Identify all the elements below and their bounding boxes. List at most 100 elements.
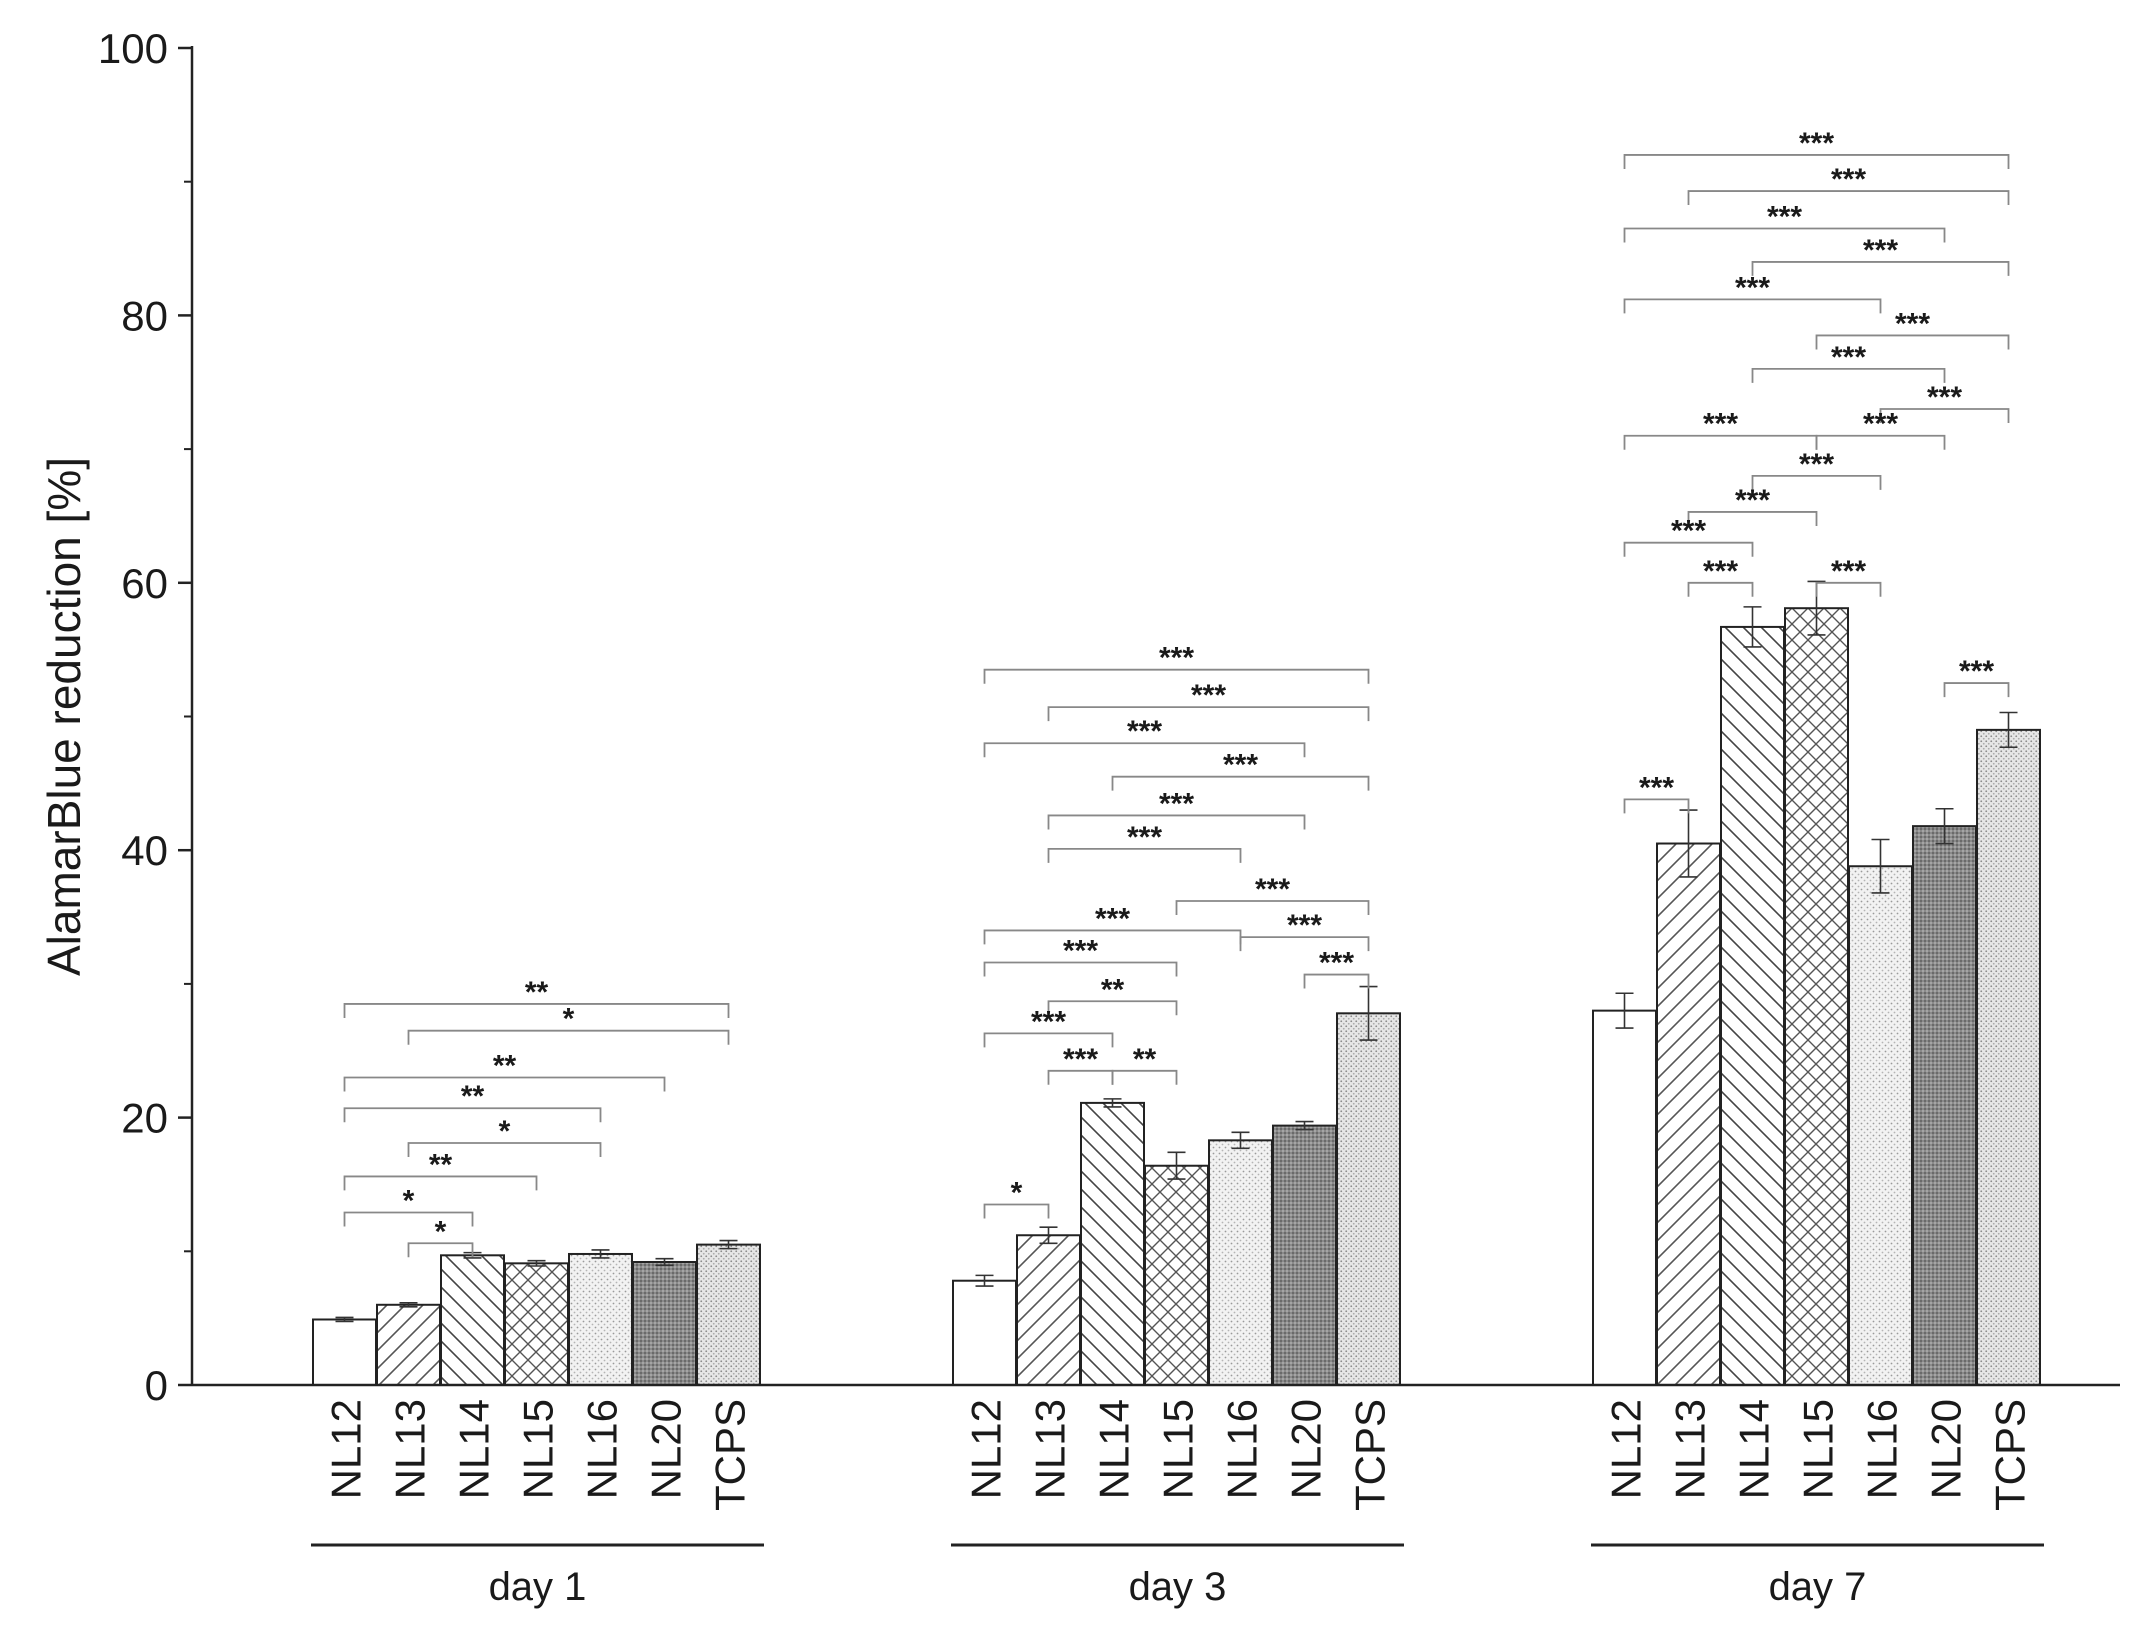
significance-label: *** <box>1735 484 1770 517</box>
x-tick-label: NL16 <box>1219 1399 1266 1499</box>
significance-label: * <box>1011 1177 1023 1210</box>
significance-bracket <box>407 1142 602 1157</box>
significance-bracket <box>1687 190 2010 206</box>
group-label: day 3 <box>1129 1565 1227 1609</box>
significance-label: *** <box>1927 381 1962 414</box>
bar-day3-nl16 <box>1208 1139 1273 1386</box>
significance-bracket <box>1111 775 1370 791</box>
significance-label: *** <box>1319 947 1354 980</box>
significance-bracket <box>983 742 1306 758</box>
significance-bracket <box>1815 434 1946 450</box>
y-tick-label: 100 <box>98 25 168 72</box>
significance-bracket <box>343 1211 474 1227</box>
y-tick-label: 80 <box>121 292 168 339</box>
bar-day7-nl16 <box>1848 865 1913 1386</box>
x-tick-label: NL20 <box>1923 1399 1970 1499</box>
significance-label: *** <box>1863 408 1898 441</box>
bar-day3-nl20 <box>1272 1124 1337 1386</box>
bar-day7-nl14 <box>1720 625 1785 1386</box>
bar-day1-nl14 <box>440 1254 505 1387</box>
significance-bracket <box>1623 541 1754 557</box>
significance-bracket <box>1687 581 1754 597</box>
bar-day3-nl14 <box>1080 1101 1145 1386</box>
x-tick-label: NL20 <box>643 1399 690 1499</box>
x-tick-label: NL14 <box>451 1399 498 1499</box>
significance-label: *** <box>1831 163 1866 196</box>
bar-day3-nl12 <box>952 1279 1017 1386</box>
y-tick-label: 20 <box>121 1095 168 1142</box>
x-tick-label: NL13 <box>387 1399 434 1499</box>
significance-bracket <box>1047 1000 1178 1016</box>
significance-label: * <box>435 1215 447 1248</box>
bar-day1-nl20 <box>632 1260 697 1386</box>
significance-label: *** <box>1159 787 1194 820</box>
significance-bracket <box>1815 334 2010 350</box>
significance-bracket <box>343 1076 666 1092</box>
significance-label: *** <box>1735 271 1770 304</box>
significance-label: ** <box>429 1148 453 1181</box>
significance-bracket <box>1943 682 2010 698</box>
significance-label: *** <box>1159 642 1194 675</box>
significance-bracket <box>407 1029 730 1045</box>
bar-day7-tcps <box>1976 728 2041 1386</box>
significance-label: *** <box>1063 1043 1098 1076</box>
significance-bracket <box>1239 936 1370 952</box>
bar-day7-nl20 <box>1912 825 1977 1386</box>
bar-day7-nl15 <box>1784 607 1849 1386</box>
bar-day1-nl16 <box>568 1252 633 1386</box>
significance-bracket <box>1047 847 1242 863</box>
bar-day1-nl15 <box>504 1262 569 1387</box>
x-tick-label: NL15 <box>1155 1399 1202 1499</box>
significance-bracket <box>983 961 1178 977</box>
x-tick-label: NL15 <box>1795 1399 1842 1499</box>
x-tick-label: NL12 <box>1603 1399 1650 1499</box>
x-tick-label: NL16 <box>1859 1399 1906 1499</box>
significance-bracket <box>1751 367 1946 383</box>
significance-bracket <box>1623 798 1690 814</box>
y-tick-label: 0 <box>145 1362 168 1409</box>
significance-bracket <box>343 1175 538 1191</box>
x-tick-label: NL15 <box>515 1399 562 1499</box>
significance-bracket <box>983 1032 1114 1048</box>
significance-bracket <box>1751 474 1882 490</box>
significance-bracket <box>1815 581 1882 597</box>
x-tick-label: NL20 <box>1283 1399 1330 1499</box>
group-label: day 1 <box>489 1565 587 1609</box>
bar-day1-nl13 <box>376 1303 441 1387</box>
significance-label: ** <box>1101 973 1125 1006</box>
significance-bracket <box>343 1003 730 1018</box>
bar-day7-nl13 <box>1656 842 1721 1386</box>
significance-label: *** <box>1127 715 1162 748</box>
significance-label: *** <box>1863 234 1898 267</box>
significance-bracket <box>1623 227 1946 243</box>
significance-label: *** <box>1287 909 1322 942</box>
significance-bracket <box>1111 1069 1178 1085</box>
bar-day7-nl12 <box>1592 1009 1657 1386</box>
significance-label: ** <box>461 1080 485 1113</box>
significance-label: *** <box>1895 307 1930 340</box>
significance-label: ** <box>493 1049 517 1082</box>
significance-label: *** <box>1799 127 1834 160</box>
significance-label: * <box>499 1115 511 1148</box>
significance-label: *** <box>1095 902 1130 935</box>
x-tick-label: TCPS <box>1347 1399 1394 1511</box>
x-tick-label: NL12 <box>963 1399 1010 1499</box>
significance-label: * <box>563 1003 575 1036</box>
x-tick-label: TCPS <box>707 1399 754 1511</box>
significance-label: *** <box>1831 341 1866 374</box>
significance-label: *** <box>1639 771 1674 804</box>
y-tick-label: 60 <box>121 560 168 607</box>
bar-day1-nl12 <box>312 1318 377 1387</box>
bar-day3-nl13 <box>1016 1234 1081 1386</box>
significance-bracket <box>983 1203 1050 1219</box>
significance-bracket <box>1175 900 1370 916</box>
significance-bracket <box>1623 298 1882 314</box>
significance-label: *** <box>1703 408 1738 441</box>
significance-label: *** <box>1255 873 1290 906</box>
x-tick-label: NL13 <box>1667 1399 1714 1499</box>
significance-label: *** <box>1831 555 1866 588</box>
significance-label: *** <box>1703 555 1738 588</box>
x-tick-label: TCPS <box>1987 1399 2034 1511</box>
significance-bracket <box>1687 511 1818 526</box>
